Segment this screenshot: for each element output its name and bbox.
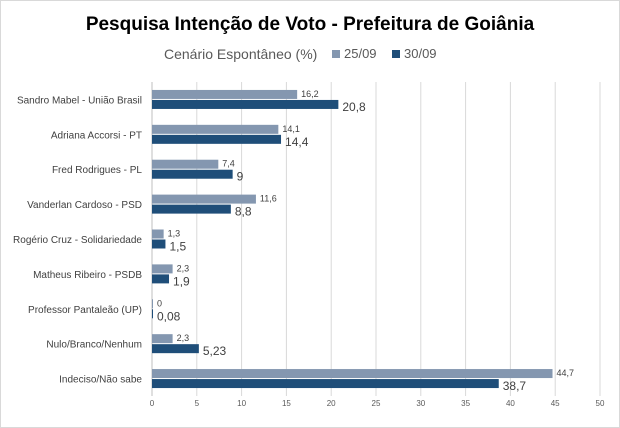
category-label: Sandro Mabel - União Brasil — [17, 95, 142, 106]
bar-25-09 — [152, 194, 256, 204]
bar-30-09 — [152, 239, 166, 249]
x-tick-label: 25 — [372, 399, 381, 408]
legend-label: 25/09 — [344, 46, 377, 61]
x-tick-label: 50 — [596, 399, 605, 408]
legend-swatch — [392, 49, 400, 58]
data-label: 2,3 — [177, 263, 190, 273]
data-label: 14,1 — [282, 124, 300, 134]
x-tick-label: 35 — [461, 399, 470, 408]
x-tick-label: 30 — [416, 399, 425, 408]
data-label: 38,7 — [503, 379, 527, 393]
x-tick-label: 5 — [195, 399, 200, 408]
category-label: Rogério Cruz - Solidariedade — [13, 235, 142, 246]
category-label: Vanderlan Cardoso - PSD — [27, 200, 142, 211]
data-label: 0,08 — [157, 309, 181, 323]
bar-25-09 — [152, 369, 553, 379]
x-tick-label: 0 — [150, 399, 155, 408]
category-label: Nulo/Branco/Nenhum — [46, 340, 142, 351]
legend-swatch — [332, 49, 340, 58]
bar-30-09 — [152, 379, 499, 389]
data-label: 0 — [157, 298, 162, 308]
category-label: Adriana Accorsi - PT — [51, 130, 142, 141]
bar-30-09 — [152, 309, 153, 319]
legend-item-30-09: 30/09 — [392, 46, 437, 61]
data-label: 14,4 — [285, 135, 309, 149]
bar-30-09 — [152, 169, 233, 179]
bar-30-09 — [152, 99, 339, 109]
bar-25-09 — [152, 89, 298, 99]
bar-30-09 — [152, 204, 231, 214]
category-label: Matheus Ribeiro - PSDB — [33, 270, 142, 281]
x-tick-label: 40 — [506, 399, 515, 408]
chart-title: Pesquisa Intenção de Voto - Prefeitura d… — [85, 14, 535, 35]
data-label: 9 — [237, 170, 244, 184]
category-label: Indeciso/Não sabe — [59, 375, 142, 386]
x-tick-label: 20 — [327, 399, 336, 408]
x-tick-label: 15 — [282, 399, 291, 408]
legend-item-25-09: 25/09 — [332, 46, 377, 61]
data-label: 5,23 — [203, 344, 227, 358]
x-tick-label: 45 — [551, 399, 560, 408]
category-label: Fred Rodrigues - PL — [52, 165, 142, 176]
data-label: 44,7 — [557, 368, 575, 378]
data-label: 1,9 — [173, 274, 190, 288]
bar-30-09 — [152, 344, 199, 354]
legend-label: 30/09 — [404, 46, 437, 61]
data-label: 8,8 — [235, 205, 252, 219]
bar-25-09 — [152, 159, 219, 169]
data-label: 2,3 — [177, 333, 190, 343]
category-label: Professor Pantaleão (UP) — [28, 305, 142, 316]
data-label: 1,5 — [169, 240, 186, 254]
data-label: 16,2 — [301, 89, 319, 99]
bar-30-09 — [152, 134, 282, 144]
bar-25-09 — [152, 229, 164, 239]
x-tick-label: 10 — [237, 399, 246, 408]
chart-subtitle: Cenário Espontâneo (%) — [164, 46, 318, 62]
bar-25-09 — [152, 264, 173, 274]
bar-25-09 — [152, 124, 279, 134]
bar-30-09 — [152, 274, 170, 284]
bar-25-09 — [152, 299, 153, 309]
data-label: 11,6 — [260, 194, 277, 204]
data-label: 7,4 — [222, 159, 235, 169]
data-label: 1,3 — [168, 229, 181, 239]
bar-25-09 — [152, 334, 173, 344]
data-label: 20,8 — [342, 100, 366, 114]
